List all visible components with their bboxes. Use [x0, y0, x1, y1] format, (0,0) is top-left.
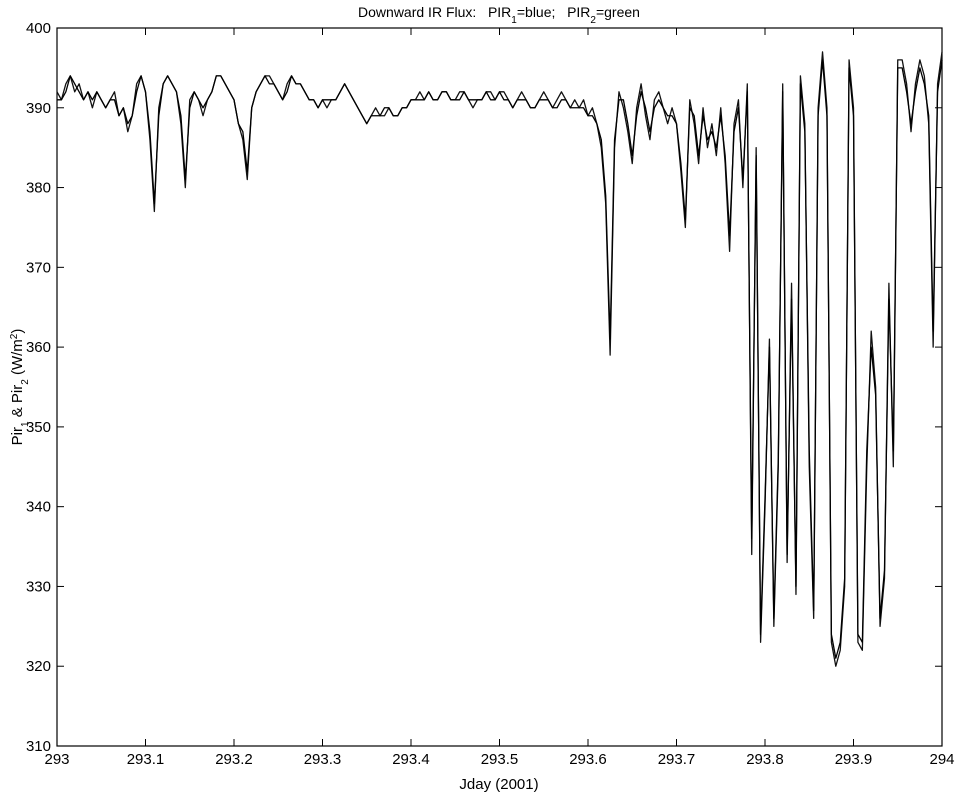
ylabel-part: Pir — [9, 427, 26, 445]
series-line — [56, 51, 943, 667]
y-tick-label: 360 — [26, 339, 51, 356]
ylabel-sub: 2 — [20, 379, 31, 385]
plot-frame — [56, 27, 943, 747]
y-tick-label: 370 — [26, 259, 51, 276]
y-tick-label: 350 — [26, 419, 51, 436]
x-tick-label: 294 — [929, 751, 954, 768]
x-tick-label: 293.3 — [304, 751, 342, 768]
ylabel-sub: 1 — [20, 421, 31, 427]
x-tick-label: 293.4 — [392, 751, 430, 768]
x-tick-label: 293 — [44, 751, 69, 768]
x-tick-label: 293.8 — [746, 751, 784, 768]
y-tick-label: 390 — [26, 100, 51, 117]
y-tick-label: 310 — [26, 738, 51, 755]
y-tick-label: 320 — [26, 658, 51, 675]
title-sub: 2 — [590, 15, 596, 26]
y-tick-label: 340 — [26, 499, 51, 516]
y-axis-label: Pir1 & Pir2 (W/m2) — [9, 329, 31, 446]
x-tick-label: 293.1 — [127, 751, 165, 768]
y-tick-label: 380 — [26, 180, 51, 197]
y-tick-label: 330 — [26, 578, 51, 595]
ylabel-sup: 2 — [9, 333, 20, 339]
title-part: =green — [596, 4, 640, 20]
ylabel-part: & Pir — [9, 385, 26, 422]
x-tick-label: 293.9 — [835, 751, 873, 768]
ylabel-part: (W/m — [9, 339, 26, 379]
ylabel-part: ) — [9, 329, 26, 334]
title-sub: 1 — [511, 15, 517, 26]
x-tick-label: 293.6 — [569, 751, 607, 768]
y-tick-label: 400 — [26, 20, 51, 37]
title-part: Downward IR Flux: PIR — [358, 4, 511, 20]
x-tick-label: 293.5 — [481, 751, 519, 768]
x-tick-label: 293.2 — [215, 751, 253, 768]
x-axis-label: Jday (2001) — [459, 776, 538, 793]
x-tick-label: 293.7 — [658, 751, 696, 768]
title-part: =blue; PIR — [517, 4, 591, 20]
series-line — [57, 59, 943, 659]
chart-title: Downward IR Flux: PIR1=blue; PIR2=green — [358, 4, 640, 26]
